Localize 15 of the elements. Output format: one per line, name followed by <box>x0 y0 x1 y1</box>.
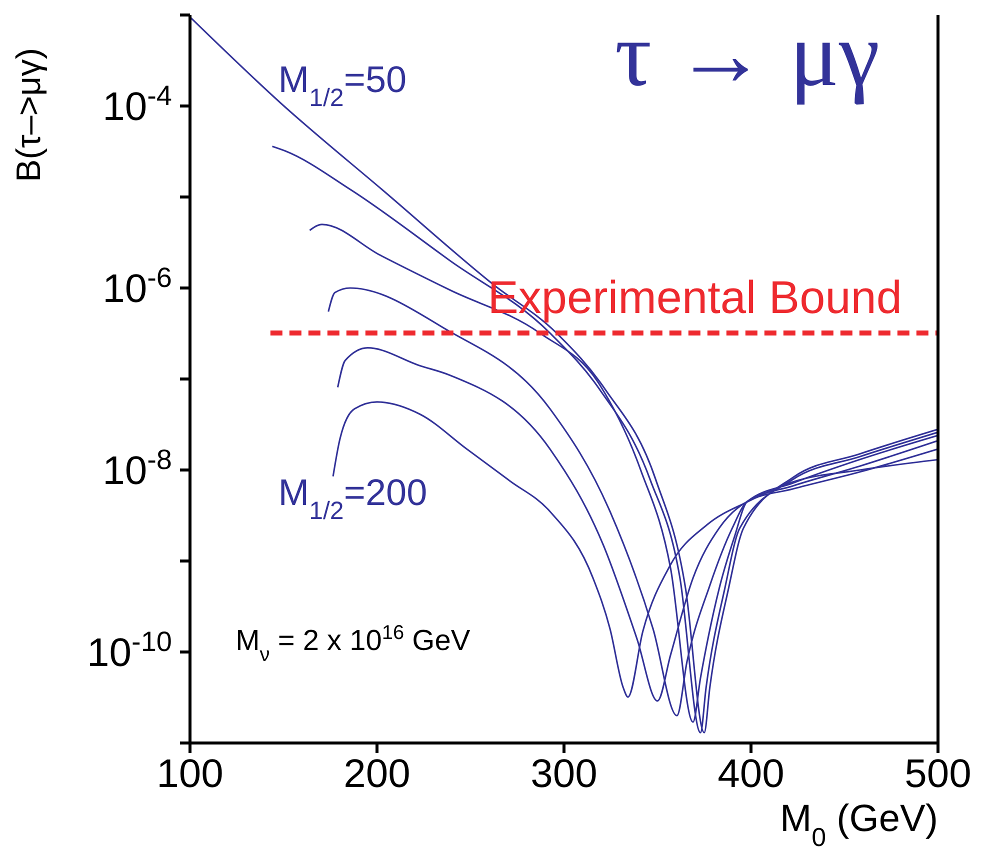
x-tick-label: 100 <box>156 752 224 796</box>
x-tick-label: 400 <box>718 752 784 796</box>
x-tick-label: 200 <box>344 752 410 796</box>
y-tick-label: 10$^{-10}$ <box>87 626 172 675</box>
y-tick-label: 10$^{-8}$ <box>102 444 172 493</box>
y-axis-title: B(τ–>μγ) <box>10 48 48 182</box>
chart-title: τ → μγ <box>614 2 880 105</box>
y-tick-label: 10$^{-4}$ <box>102 80 172 129</box>
y-tick-label: 10$^{-6}$ <box>102 262 172 311</box>
annotation: M$_{1/2}$=200 <box>278 472 428 525</box>
annotation: M$_{1/2}$=50 <box>278 59 407 112</box>
x-axis-title: M$_{0}$ (GeV) <box>780 798 938 852</box>
x-tick-label: 300 <box>530 752 598 796</box>
x-tick-label: 500 <box>904 752 972 796</box>
annotation: M$_{ν}$ = 2 x 10$^{16}$ GeV <box>236 622 471 666</box>
